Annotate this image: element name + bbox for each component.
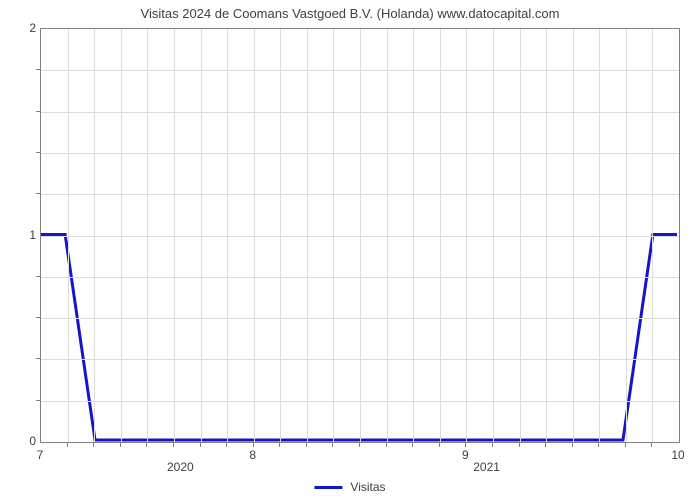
x-axis-label: 10 (671, 448, 684, 462)
y-minor-tick (36, 317, 40, 318)
x-axis-year-label: 2021 (473, 460, 500, 474)
x-axis-label: 9 (462, 448, 469, 462)
x-minor-tick (439, 443, 440, 447)
legend-swatch (314, 486, 342, 489)
y-minor-tick (36, 358, 40, 359)
x-minor-tick (93, 443, 94, 447)
grid-line-horizontal (41, 153, 679, 154)
x-minor-tick (306, 443, 307, 447)
x-minor-tick (625, 443, 626, 447)
grid-line-horizontal (41, 318, 679, 319)
grid-line-horizontal (41, 236, 679, 237)
grid-line-horizontal (41, 194, 679, 195)
plot-area (40, 28, 680, 443)
y-minor-tick (36, 400, 40, 401)
x-axis-label: 7 (37, 448, 44, 462)
x-minor-tick (492, 443, 493, 447)
x-minor-tick (173, 443, 174, 447)
grid-line-horizontal (41, 70, 679, 71)
x-minor-tick (651, 443, 652, 447)
y-minor-tick (36, 111, 40, 112)
legend-label: Visitas (350, 480, 385, 494)
x-minor-tick (67, 443, 68, 447)
grid-line-horizontal (41, 112, 679, 113)
y-minor-tick (36, 152, 40, 153)
x-minor-tick (572, 443, 573, 447)
x-minor-tick (519, 443, 520, 447)
x-axis-year-label: 2020 (167, 460, 194, 474)
x-minor-tick (120, 443, 121, 447)
legend: Visitas (314, 480, 385, 494)
x-minor-tick (279, 443, 280, 447)
x-minor-tick (545, 443, 546, 447)
x-minor-tick (412, 443, 413, 447)
x-minor-tick (332, 443, 333, 447)
grid-line-horizontal (41, 401, 679, 402)
x-minor-tick (200, 443, 201, 447)
x-minor-tick (359, 443, 360, 447)
y-axis-label: 1 (29, 228, 36, 242)
x-minor-tick (465, 443, 466, 447)
x-minor-tick (386, 443, 387, 447)
chart-title: Visitas 2024 de Coomans Vastgoed B.V. (H… (141, 6, 560, 21)
x-minor-tick (598, 443, 599, 447)
chart-container: Visitas 2024 de Coomans Vastgoed B.V. (H… (0, 0, 700, 500)
grid-line-horizontal (41, 359, 679, 360)
y-axis-label: 2 (29, 21, 36, 35)
x-minor-tick (253, 443, 254, 447)
y-minor-tick (36, 276, 40, 277)
y-axis-label: 0 (29, 434, 36, 448)
y-minor-tick (36, 69, 40, 70)
x-minor-tick (226, 443, 227, 447)
grid-line-horizontal (41, 277, 679, 278)
x-axis-label: 8 (249, 448, 256, 462)
x-minor-tick (146, 443, 147, 447)
y-minor-tick (36, 193, 40, 194)
